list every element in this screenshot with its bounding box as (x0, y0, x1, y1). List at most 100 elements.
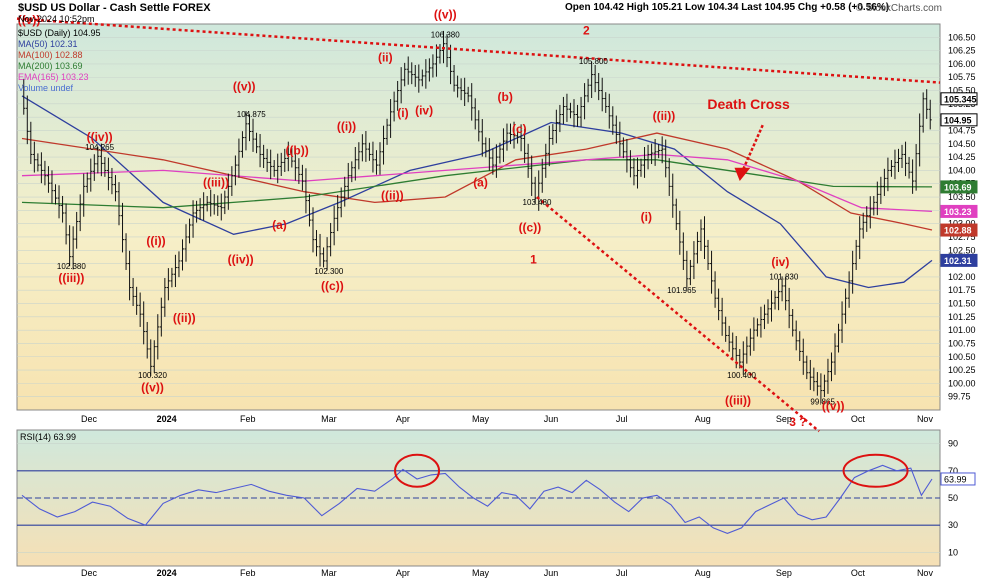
wave-annotation: ((iv)) (228, 253, 254, 267)
legend-entry: MA(100) 102.88 (18, 50, 83, 60)
price-callout: 102.380 (57, 262, 86, 271)
lower-trendline (536, 196, 820, 433)
wave-annotation: 3 ? (789, 415, 806, 429)
wave-annotation: ((i)) (146, 234, 165, 248)
x-tick-label: Aug (695, 414, 711, 424)
rsi-value-label: 63.99 (944, 474, 967, 484)
moving-average-line (21, 95, 933, 289)
value-label: 104.95 (944, 115, 972, 125)
x-tick-label: Oct (851, 568, 866, 578)
wave-annotation: ((iii)) (203, 175, 229, 189)
price-tick-label: 104.25 (948, 152, 976, 162)
price-tick-label: 101.00 (948, 325, 976, 335)
wave-annotation: ((c)) (321, 279, 344, 293)
wave-annotation: ((ii)) (653, 109, 676, 123)
rsi-highlight-circle (842, 453, 909, 488)
wave-annotation: (i) (641, 210, 652, 224)
wave-annotation: (ii) (378, 50, 393, 64)
x-tick-label: May (472, 414, 490, 424)
price-tick-label: 100.25 (948, 365, 976, 375)
rsi-highlight-circle (394, 453, 441, 488)
wave-annotation: ((ii)) (381, 189, 404, 203)
value-label-box (940, 253, 978, 267)
wave-annotation: (b) (498, 90, 513, 104)
price-callout: 105.800 (579, 57, 608, 66)
price-tick-label: 103.50 (948, 192, 976, 202)
moving-average-line (21, 132, 933, 231)
rsi-tick-label: 50 (948, 493, 958, 503)
x-tick-label: Feb (240, 414, 256, 424)
price-tick-label: 106.50 (948, 32, 976, 42)
legend-entry: Volume undef (18, 83, 74, 93)
value-label-box (940, 204, 978, 218)
value-label: 103.69 (944, 182, 972, 192)
price-tick-label: 104.50 (948, 139, 976, 149)
wave-annotation: ((v)) (141, 380, 164, 394)
value-label: 102.31 (944, 256, 972, 266)
wave-annotation: (iv) (415, 104, 433, 118)
wave-annotation: ((v)) (18, 13, 41, 27)
wave-annotation: 2 (583, 24, 590, 38)
x-tick-label: May (472, 568, 490, 578)
moving-average-line (21, 153, 933, 213)
price-tick-label: 104.00 (948, 165, 976, 175)
wave-annotation: ((iii)) (725, 394, 751, 408)
wave-annotation: ((b)) (285, 143, 308, 157)
x-tick-label: Apr (396, 414, 410, 424)
x-tick-label: Aug (695, 568, 711, 578)
price-tick-label: 100.50 (948, 352, 976, 362)
wave-annotation: ((v)) (822, 399, 845, 413)
price-callout: 104.875 (237, 110, 266, 119)
x-tick-label: Sep (776, 414, 792, 424)
price-tick-label: 106.00 (948, 59, 976, 69)
x-tick-label: Jun (544, 568, 559, 578)
price-callout: 103.480 (523, 198, 552, 207)
price-callout: 104.265 (85, 143, 114, 152)
wave-annotation: 1 (530, 253, 537, 267)
value-label-box (940, 113, 978, 127)
price-callout: 101.965 (667, 286, 696, 295)
x-tick-label: Feb (240, 568, 256, 578)
rsi-tick-label: 70 (948, 466, 958, 476)
price-panel (16, 23, 941, 411)
x-tick-label: Dec (81, 568, 98, 578)
wave-annotation: ((c)) (519, 221, 542, 235)
price-tick-label: 102.50 (948, 245, 976, 255)
price-tick-label: 101.75 (948, 285, 976, 295)
x-tick-label: Jul (616, 414, 628, 424)
value-label-box (940, 223, 978, 237)
ohlc-readout: Open 104.42 High 105.21 Low 104.34 Last … (565, 2, 890, 13)
legend-entry: EMA(165) 103.23 (18, 72, 89, 82)
rsi-tick-label: 90 (948, 439, 958, 449)
legend-entry: MA(50) 102.31 (18, 39, 78, 49)
x-tick-label: Dec (81, 414, 98, 424)
price-tick-label: 99.75 (948, 392, 971, 402)
value-label: 105.345 (944, 94, 977, 104)
x-tick-label: Jul (616, 568, 628, 578)
death-cross-arrow (740, 124, 764, 174)
price-tick-label: 102.00 (948, 272, 976, 282)
price-tick-label: 105.50 (948, 86, 976, 96)
wave-annotation: ((iv)) (87, 130, 113, 144)
wave-annotation: ((i)) (337, 119, 356, 133)
price-callout: 101.830 (769, 273, 798, 282)
x-tick-label: Oct (851, 414, 866, 424)
x-tick-label: Nov (917, 568, 934, 578)
wave-annotation: ((ii)) (173, 311, 196, 325)
wave-annotation: (a) (272, 218, 287, 232)
x-tick-label: 2024 (157, 568, 177, 578)
value-label: 102.88 (944, 226, 972, 236)
wave-annotation: Death Cross (707, 96, 790, 112)
wave-annotation: (c) (512, 122, 527, 136)
upper-trendline (16, 17, 941, 84)
price-tick-label: 102.75 (948, 232, 976, 242)
watermark: © StockCharts.com (855, 3, 942, 14)
wave-annotation: ((iii)) (58, 271, 84, 285)
price-callout: 100.320 (138, 371, 167, 380)
price-tick-label: 100.75 (948, 338, 976, 348)
wave-annotation: (a) (473, 175, 488, 189)
death-cross-arrowhead (734, 167, 751, 182)
legend-entry: MA(200) 103.69 (18, 61, 83, 71)
x-tick-label: Jun (544, 414, 559, 424)
